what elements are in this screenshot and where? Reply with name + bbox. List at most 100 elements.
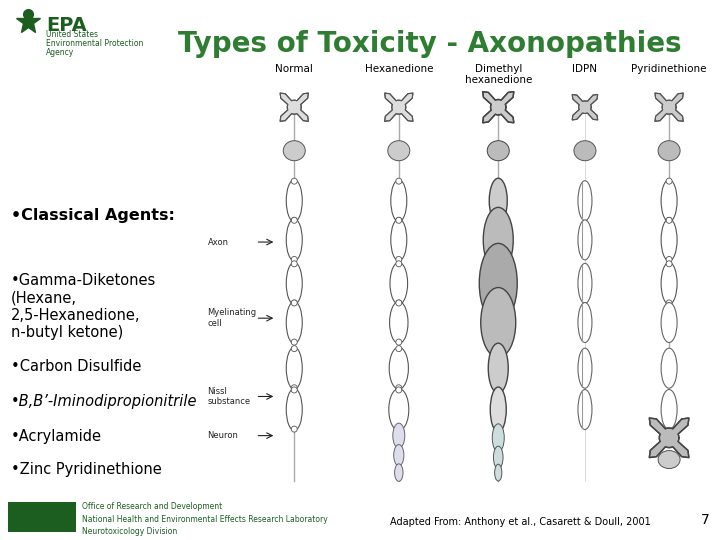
Circle shape [396, 300, 402, 306]
Ellipse shape [287, 219, 302, 261]
Circle shape [396, 385, 402, 391]
Ellipse shape [578, 389, 592, 429]
Ellipse shape [287, 262, 302, 305]
Ellipse shape [393, 423, 405, 448]
Text: •Classical Agents:: •Classical Agents: [11, 208, 175, 223]
Polygon shape [649, 418, 689, 457]
Circle shape [666, 217, 672, 224]
Ellipse shape [661, 348, 677, 388]
Circle shape [292, 261, 297, 267]
Text: Agency: Agency [46, 48, 74, 57]
Ellipse shape [287, 180, 302, 222]
Text: •B,B’-Iminodipropionitrile: •B,B’-Iminodipropionitrile [11, 394, 197, 409]
Polygon shape [280, 93, 308, 122]
Ellipse shape [661, 262, 677, 305]
Ellipse shape [490, 387, 506, 432]
Circle shape [396, 300, 402, 306]
Ellipse shape [283, 141, 305, 161]
Ellipse shape [390, 347, 408, 389]
Circle shape [292, 256, 297, 262]
Ellipse shape [481, 287, 516, 357]
Text: United States: United States [46, 30, 98, 39]
Ellipse shape [658, 141, 680, 161]
Text: 7: 7 [701, 513, 710, 527]
Text: Nissl
substance: Nissl substance [207, 387, 251, 406]
Ellipse shape [287, 347, 302, 389]
Circle shape [396, 346, 402, 352]
Circle shape [396, 426, 402, 432]
Ellipse shape [578, 220, 592, 260]
Circle shape [292, 426, 297, 432]
Ellipse shape [287, 301, 302, 343]
Circle shape [292, 339, 297, 345]
Ellipse shape [395, 464, 403, 481]
Circle shape [666, 256, 672, 262]
Circle shape [666, 178, 672, 184]
Circle shape [666, 261, 672, 267]
Circle shape [292, 300, 297, 306]
Circle shape [396, 217, 402, 224]
Ellipse shape [490, 178, 508, 223]
Ellipse shape [391, 180, 407, 222]
Text: •Acrylamide: •Acrylamide [11, 429, 102, 444]
Text: •Carbon Disulfide: •Carbon Disulfide [11, 359, 141, 374]
Ellipse shape [390, 262, 408, 305]
Ellipse shape [389, 388, 409, 430]
Bar [8, 502, 76, 532]
Text: Dimethyl
hexanedione: Dimethyl hexanedione [464, 64, 532, 85]
Ellipse shape [578, 264, 592, 303]
Circle shape [292, 385, 297, 391]
Text: Myelinating
cell: Myelinating cell [207, 308, 256, 328]
Circle shape [292, 387, 297, 393]
Ellipse shape [661, 180, 677, 222]
Ellipse shape [391, 219, 407, 261]
Ellipse shape [661, 219, 677, 261]
Circle shape [396, 387, 402, 393]
Ellipse shape [483, 207, 513, 272]
Text: •Zinc Pyridinethione: •Zinc Pyridinethione [11, 462, 161, 477]
Ellipse shape [578, 302, 592, 342]
Text: Neuron: Neuron [207, 431, 238, 440]
Text: Hexanedione: Hexanedione [364, 64, 433, 73]
Circle shape [292, 300, 297, 306]
Polygon shape [482, 92, 514, 123]
Ellipse shape [388, 141, 410, 161]
Ellipse shape [578, 181, 592, 221]
Polygon shape [655, 93, 683, 122]
Ellipse shape [394, 444, 404, 466]
Ellipse shape [574, 141, 596, 161]
Text: EPA: EPA [46, 16, 86, 35]
Ellipse shape [488, 343, 508, 393]
Circle shape [292, 346, 297, 352]
Text: IDPN: IDPN [572, 64, 598, 73]
Circle shape [666, 217, 672, 224]
Text: Pyridinethione: Pyridinethione [631, 64, 707, 73]
Circle shape [292, 217, 297, 224]
Ellipse shape [493, 446, 503, 469]
Ellipse shape [492, 424, 504, 452]
Ellipse shape [487, 141, 509, 161]
Polygon shape [572, 94, 598, 120]
Ellipse shape [661, 302, 677, 342]
Ellipse shape [661, 389, 677, 429]
Circle shape [666, 300, 672, 306]
Circle shape [396, 217, 402, 224]
Circle shape [396, 339, 402, 345]
Ellipse shape [578, 348, 592, 388]
Text: Types of Toxicity - Axonopathies: Types of Toxicity - Axonopathies [178, 30, 682, 58]
Ellipse shape [480, 244, 517, 323]
Circle shape [396, 178, 402, 184]
Circle shape [292, 217, 297, 224]
Text: Office of Research and Development
National Health and Environmental Effects Res: Office of Research and Development Natio… [82, 502, 328, 536]
Ellipse shape [658, 450, 680, 469]
Text: Axon: Axon [207, 238, 228, 247]
Ellipse shape [495, 464, 502, 481]
Text: Adapted From: Anthony et al., Casarett & Doull, 2001: Adapted From: Anthony et al., Casarett &… [390, 517, 651, 527]
Text: •Gamma-Diketones
(Hexane,
2,5-Hexanedione,
n-butyl ketone): •Gamma-Diketones (Hexane, 2,5-Hexanedion… [11, 273, 156, 340]
Text: Environmental Protection: Environmental Protection [46, 39, 143, 48]
Circle shape [292, 178, 297, 184]
Ellipse shape [287, 388, 302, 430]
Text: Normal: Normal [275, 64, 313, 73]
Polygon shape [384, 93, 413, 122]
Circle shape [396, 261, 402, 267]
